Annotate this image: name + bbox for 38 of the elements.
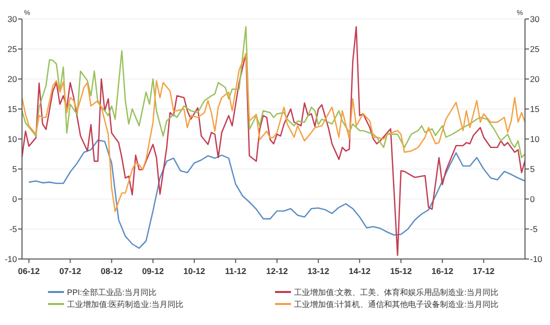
line-series bbox=[28, 140, 526, 249]
y2-tick-label: 0 bbox=[530, 194, 535, 204]
y-tick-label: 30 bbox=[8, 14, 18, 24]
x-tick-label: 08-12 bbox=[100, 266, 123, 276]
x-tick-label: 17-12 bbox=[472, 266, 495, 276]
x-tick-label: 15-12 bbox=[390, 266, 412, 276]
y-tick-label: 0 bbox=[12, 194, 18, 204]
x-tick-label: 07-12 bbox=[59, 266, 82, 276]
line-series bbox=[21, 26, 526, 158]
y-tick-label: -10 bbox=[4, 254, 18, 264]
line-series bbox=[21, 53, 526, 212]
legend-label: 工业增加值:医药制造业:当月同比 bbox=[67, 300, 184, 309]
y2-tick-label: -5 bbox=[530, 224, 538, 234]
y2-tick-label: -10 bbox=[530, 254, 543, 264]
y2-tick-label: 30 bbox=[530, 14, 540, 24]
y2-tick-label: 25 bbox=[530, 44, 540, 54]
x-tick-label: 14-12 bbox=[348, 266, 371, 276]
y2-tick-label: 15 bbox=[530, 104, 540, 114]
y2-tick-label: 20 bbox=[530, 74, 540, 84]
x-tick-label: 13-12 bbox=[307, 266, 330, 276]
x-tick-label: 11-12 bbox=[224, 266, 246, 276]
y-tick-label: 10 bbox=[8, 134, 18, 144]
y-tick-label: 20 bbox=[8, 74, 18, 84]
y2-tick-label: 10 bbox=[530, 134, 540, 144]
y2-tick-label: 5 bbox=[530, 164, 535, 174]
legend-label: 工业增加值:计算机、通信和其他电子设备制造业:当月同比 bbox=[294, 300, 498, 309]
y-tick-label: 15 bbox=[8, 104, 18, 114]
legend-label: PPI:全部工业品:当月同比 bbox=[67, 288, 156, 297]
y-tick-label: 5 bbox=[12, 164, 18, 174]
x-tick-label: 09-12 bbox=[142, 266, 164, 276]
line-series bbox=[21, 26, 526, 256]
x-tick-label: 16-12 bbox=[432, 266, 454, 276]
x-tick-label: 06-12 bbox=[18, 266, 40, 276]
y-tick-label: 25 bbox=[8, 44, 18, 54]
x-tick-label: 10-12 bbox=[183, 266, 206, 276]
legend-label: 工业增加值:文教、工美、体育和娱乐用品制造业:当月同比 bbox=[294, 288, 498, 297]
y-tick-label: -5 bbox=[9, 224, 18, 234]
x-tick-label: 12-12 bbox=[266, 266, 288, 276]
